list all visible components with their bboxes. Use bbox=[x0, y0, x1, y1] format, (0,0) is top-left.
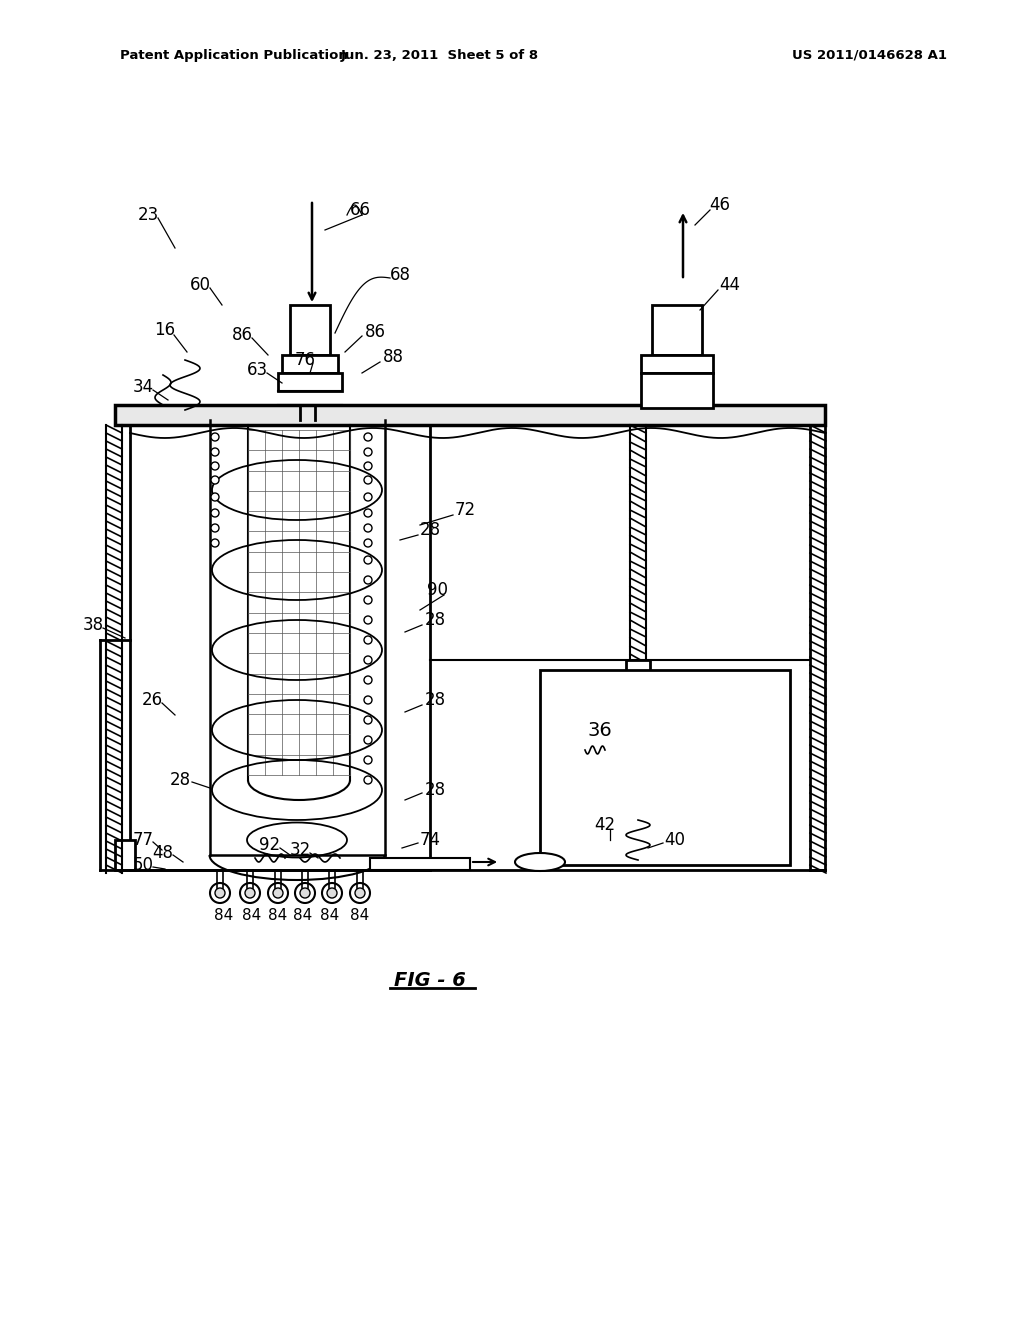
Text: 90: 90 bbox=[427, 581, 447, 599]
Text: 28: 28 bbox=[424, 690, 445, 709]
Circle shape bbox=[364, 433, 372, 441]
Text: 50: 50 bbox=[132, 855, 154, 874]
Text: 28: 28 bbox=[169, 771, 190, 789]
Circle shape bbox=[211, 477, 219, 484]
Text: 28: 28 bbox=[420, 521, 440, 539]
Circle shape bbox=[211, 433, 219, 441]
Circle shape bbox=[268, 883, 288, 903]
Circle shape bbox=[211, 539, 219, 546]
Text: 28: 28 bbox=[424, 781, 445, 799]
Text: 36: 36 bbox=[588, 721, 612, 739]
Text: 92: 92 bbox=[259, 836, 281, 854]
Text: 86: 86 bbox=[365, 323, 385, 341]
Text: 60: 60 bbox=[189, 276, 211, 294]
Circle shape bbox=[364, 510, 372, 517]
Text: 68: 68 bbox=[389, 267, 411, 284]
Circle shape bbox=[364, 447, 372, 455]
Text: 42: 42 bbox=[595, 816, 615, 834]
Circle shape bbox=[364, 696, 372, 704]
Circle shape bbox=[300, 888, 310, 898]
Text: FIG - 6: FIG - 6 bbox=[394, 970, 466, 990]
Circle shape bbox=[211, 447, 219, 455]
Text: 76: 76 bbox=[295, 351, 315, 370]
Circle shape bbox=[355, 888, 365, 898]
Text: 88: 88 bbox=[383, 348, 403, 366]
Circle shape bbox=[273, 888, 283, 898]
Circle shape bbox=[364, 737, 372, 744]
Text: Patent Application Publication: Patent Application Publication bbox=[120, 49, 348, 62]
Bar bbox=[652, 305, 702, 355]
Text: 74: 74 bbox=[420, 832, 440, 849]
Text: Jun. 23, 2011  Sheet 5 of 8: Jun. 23, 2011 Sheet 5 of 8 bbox=[341, 49, 539, 62]
Bar bbox=[115, 405, 825, 425]
Bar bbox=[290, 305, 330, 355]
Circle shape bbox=[211, 462, 219, 470]
Text: 72: 72 bbox=[455, 502, 475, 519]
Text: 84: 84 bbox=[350, 908, 370, 923]
Circle shape bbox=[364, 576, 372, 583]
Circle shape bbox=[322, 883, 342, 903]
Text: 40: 40 bbox=[665, 832, 685, 849]
Circle shape bbox=[240, 883, 260, 903]
Circle shape bbox=[245, 888, 255, 898]
Circle shape bbox=[364, 524, 372, 532]
Circle shape bbox=[364, 556, 372, 564]
Circle shape bbox=[364, 539, 372, 546]
Circle shape bbox=[364, 715, 372, 723]
Text: 46: 46 bbox=[710, 195, 730, 214]
Text: 84: 84 bbox=[243, 908, 261, 923]
Circle shape bbox=[211, 510, 219, 517]
Circle shape bbox=[364, 492, 372, 502]
Circle shape bbox=[364, 656, 372, 664]
Text: 63: 63 bbox=[247, 360, 267, 379]
Bar bbox=[278, 374, 342, 391]
Bar bbox=[540, 671, 790, 865]
Text: 84: 84 bbox=[214, 908, 233, 923]
Bar bbox=[641, 374, 713, 408]
Text: 84: 84 bbox=[293, 908, 312, 923]
Circle shape bbox=[364, 616, 372, 624]
Text: 16: 16 bbox=[155, 321, 175, 339]
Circle shape bbox=[364, 636, 372, 644]
Circle shape bbox=[364, 676, 372, 684]
Circle shape bbox=[295, 883, 315, 903]
Text: 77: 77 bbox=[132, 832, 154, 849]
Circle shape bbox=[350, 883, 370, 903]
Circle shape bbox=[364, 477, 372, 484]
Text: 84: 84 bbox=[321, 908, 340, 923]
Circle shape bbox=[211, 492, 219, 502]
Ellipse shape bbox=[515, 853, 565, 871]
Circle shape bbox=[364, 756, 372, 764]
Circle shape bbox=[327, 888, 337, 898]
Circle shape bbox=[215, 888, 225, 898]
Text: 34: 34 bbox=[132, 378, 154, 396]
Bar bbox=[282, 355, 338, 374]
Text: 84: 84 bbox=[268, 908, 288, 923]
Bar bbox=[626, 660, 650, 680]
Text: 86: 86 bbox=[231, 326, 253, 345]
Bar bbox=[115, 840, 135, 870]
Text: 26: 26 bbox=[141, 690, 163, 709]
Text: 32: 32 bbox=[290, 841, 310, 859]
Circle shape bbox=[211, 524, 219, 532]
Text: 38: 38 bbox=[83, 616, 103, 634]
Text: 48: 48 bbox=[153, 843, 173, 862]
Circle shape bbox=[364, 776, 372, 784]
Circle shape bbox=[364, 462, 372, 470]
Text: 66: 66 bbox=[349, 201, 371, 219]
Text: US 2011/0146628 A1: US 2011/0146628 A1 bbox=[793, 49, 947, 62]
Text: 44: 44 bbox=[720, 276, 740, 294]
Circle shape bbox=[210, 883, 230, 903]
Bar bbox=[370, 858, 470, 870]
Circle shape bbox=[364, 597, 372, 605]
Text: 23: 23 bbox=[137, 206, 159, 224]
Bar bbox=[641, 355, 713, 374]
Text: 28: 28 bbox=[424, 611, 445, 630]
